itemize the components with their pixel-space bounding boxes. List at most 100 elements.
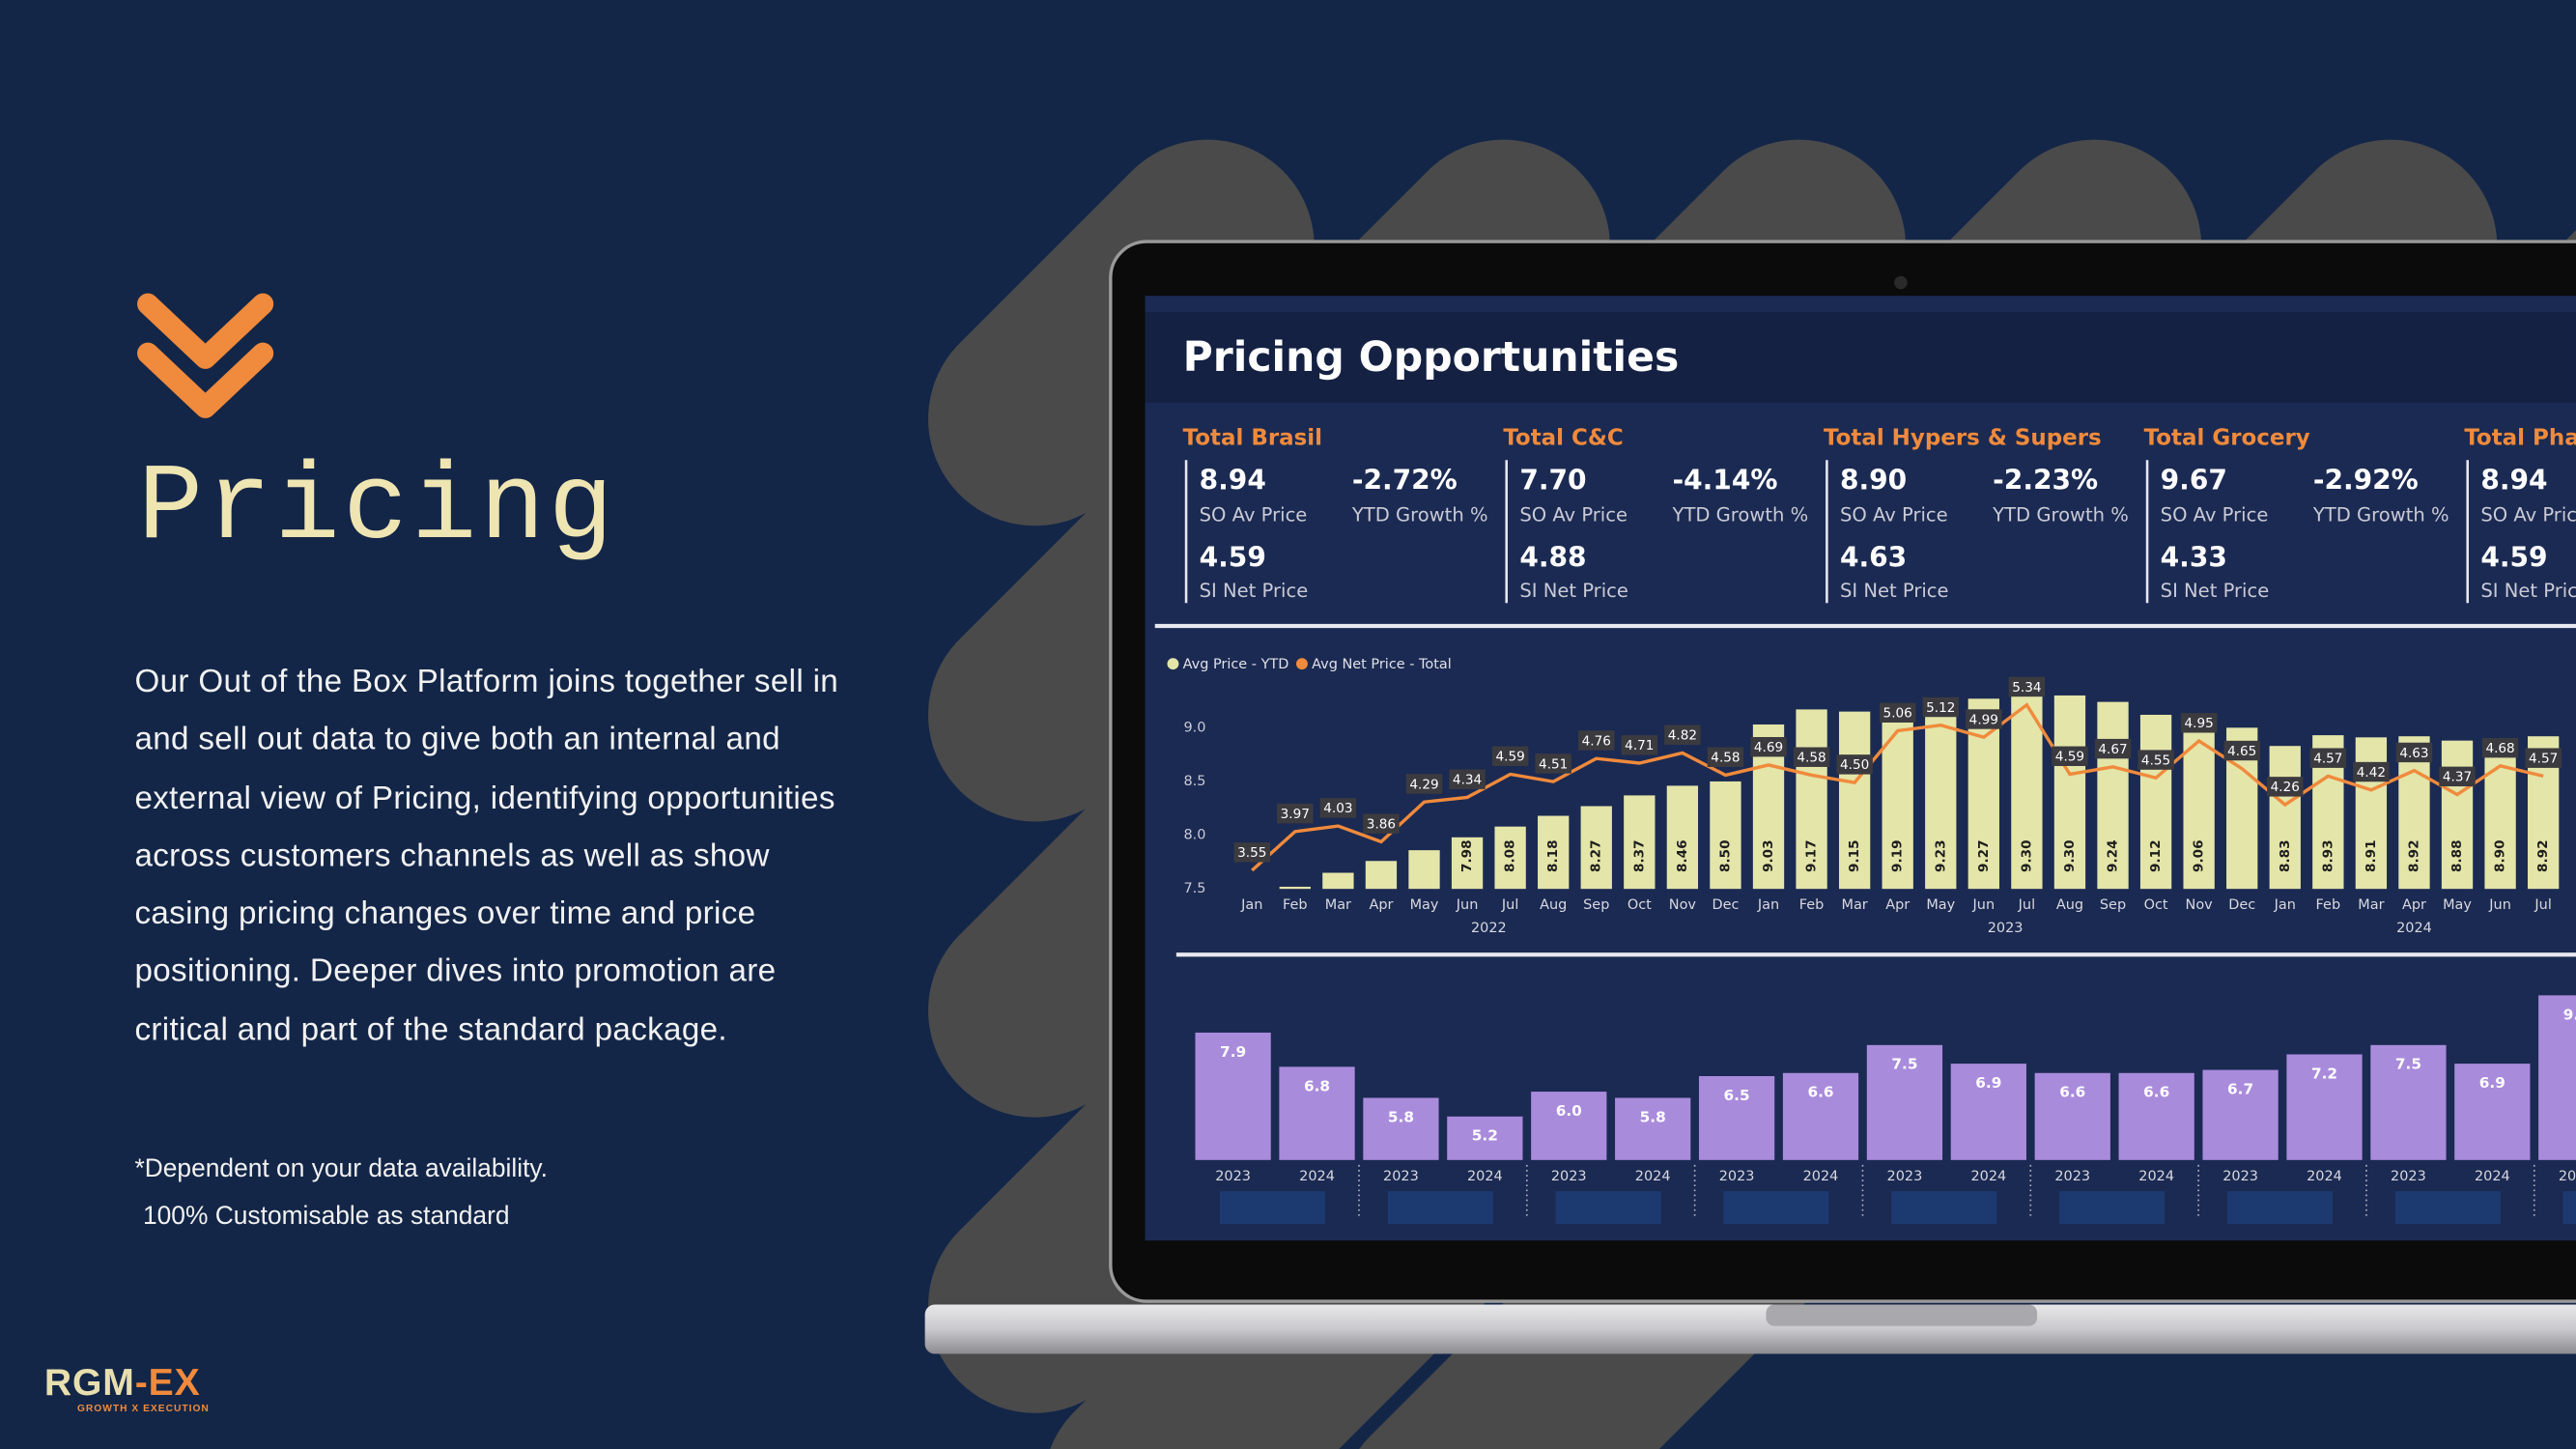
line	[1251, 702, 2544, 872]
bar	[1363, 1097, 1439, 1160]
bar-label: 8.37	[1631, 839, 1647, 872]
group-slot	[2226, 1191, 2333, 1225]
x-tick-label: Jul	[2534, 897, 2551, 913]
bar	[1838, 711, 1871, 890]
kpi-value: 4.63	[1840, 541, 1907, 573]
bar-label: 9.1	[2563, 1006, 2576, 1023]
bar	[1408, 850, 1440, 890]
kpi-value: 8.90	[1840, 464, 1907, 496]
line-label: 4.59	[1495, 750, 1524, 765]
x-tick-label: Feb	[2316, 897, 2341, 913]
line-label-box	[1922, 696, 1959, 718]
x-tick-label: May	[1410, 897, 1439, 913]
x-tick-label: Mar	[1325, 897, 1351, 913]
group-slot	[1219, 1191, 1325, 1225]
bar-label: 7.9	[1220, 1043, 1246, 1061]
bar	[1322, 872, 1354, 890]
x-tick-label: 2023	[2559, 1169, 2576, 1184]
line-label: 4.68	[2485, 741, 2514, 756]
kpi-value: 4.59	[2480, 541, 2547, 573]
bar	[2441, 740, 2474, 890]
logo-text: RGM	[43, 1360, 135, 1404]
bar	[1580, 806, 1612, 890]
bar	[2286, 1054, 2363, 1160]
bar	[1950, 1064, 2026, 1160]
x-tick-label: 2023	[1551, 1169, 1587, 1184]
legend-marker	[1295, 658, 1308, 670]
line-label: 4.71	[1625, 738, 1654, 753]
line-label-box	[1664, 724, 1701, 745]
line-label-box	[1793, 747, 1830, 767]
kpi-value: 4.88	[1519, 541, 1586, 573]
group-slot	[1891, 1191, 1997, 1225]
line-label-box	[1879, 702, 1916, 723]
kpi-name: Total Brasil	[1183, 426, 1322, 451]
bar-label: 5.8	[1640, 1108, 1666, 1125]
x-tick-label: 2023	[1383, 1169, 1419, 1184]
line-label-box	[1491, 746, 1529, 766]
line-label: 4.42	[2357, 765, 2386, 781]
bar-label: 9.06	[2192, 839, 2207, 872]
bar-label: 9.15	[1847, 839, 1862, 872]
bar-label: 8.90	[2493, 839, 2508, 872]
bar-label: 8.27	[1589, 839, 1604, 872]
bar-label: 6.9	[2479, 1074, 2505, 1092]
x-tick-label: Jul	[1501, 897, 1518, 913]
kpi-label: YTD Growth %	[1992, 504, 2129, 526]
bar	[2538, 995, 2576, 1160]
bar-label: 8.92	[2535, 839, 2551, 872]
bar	[1531, 1092, 1607, 1160]
y-tick-label: 7.5	[1183, 881, 1205, 896]
x-tick-label: Nov	[2186, 897, 2214, 913]
x-tick-label: Nov	[1669, 897, 1697, 913]
line-label-box	[2052, 746, 2088, 766]
x-tick-label: 2023	[2222, 1169, 2258, 1184]
line-label: 4.26	[2271, 780, 2300, 795]
bar-label: 6.9	[1975, 1074, 2001, 1092]
line-label: 3.86	[1367, 817, 1396, 833]
line-label: 4.57	[2529, 752, 2558, 767]
line-label-box	[2137, 750, 2174, 770]
laptop-notch	[1766, 1304, 2038, 1326]
line-label-box	[2309, 748, 2347, 768]
kpi-value: -2.23%	[1993, 464, 2098, 496]
line-label-box	[1578, 730, 1615, 751]
bar-label: 6.6	[2143, 1084, 2169, 1101]
bar	[1538, 815, 1570, 890]
logo-tagline: GROWTH X EXECUTION	[76, 1405, 210, 1415]
line-label: 4.67	[2098, 742, 2127, 757]
bar-label: 6.0	[1556, 1102, 1582, 1120]
legend-label: Avg Price - YTD	[1183, 657, 1289, 672]
kpi-value: 8.94	[1200, 464, 1266, 496]
dashboard-title: Pricing Opportunities	[1183, 334, 1680, 382]
group-slot	[1387, 1191, 1493, 1225]
x-tick-label: 2024	[2138, 1169, 2174, 1184]
line-label: 4.65	[2227, 744, 2256, 759]
price-trend-chart: Avg Price - YTD Avg Net Price - Total 7.5 8…	[1167, 657, 2562, 936]
bar-label: 9.30	[2019, 839, 2034, 872]
x-tick-label: 2023	[1887, 1169, 1923, 1184]
bar-label: 6.5	[1724, 1087, 1750, 1104]
slide-title: Pricing	[137, 446, 617, 571]
bar-label: 8.46	[1675, 839, 1690, 872]
line-label-box	[1233, 842, 1270, 863]
x-tick-label: Sep	[2100, 897, 2126, 913]
bar-label: 9.23	[1933, 839, 1948, 872]
x-group-label: 2022	[1471, 921, 1507, 936]
group-slot	[2059, 1191, 2166, 1225]
bar	[2053, 695, 2086, 890]
line-label-box	[1966, 709, 2002, 729]
bar-label: 6.7	[2227, 1080, 2253, 1097]
kpi-value: 9.67	[2161, 464, 2227, 496]
line-label: 4.69	[1754, 740, 1783, 755]
kpi-value: 4.59	[1200, 541, 1266, 573]
x-tick-label: Jan	[2274, 897, 2296, 913]
bar	[1451, 837, 1484, 890]
bar-label: 9.03	[1761, 839, 1776, 872]
line-label-box	[2353, 761, 2390, 782]
bar-label: 8.18	[1545, 839, 1561, 872]
x-tick-label: Oct	[1628, 897, 1652, 913]
line-label-box	[2180, 713, 2218, 733]
